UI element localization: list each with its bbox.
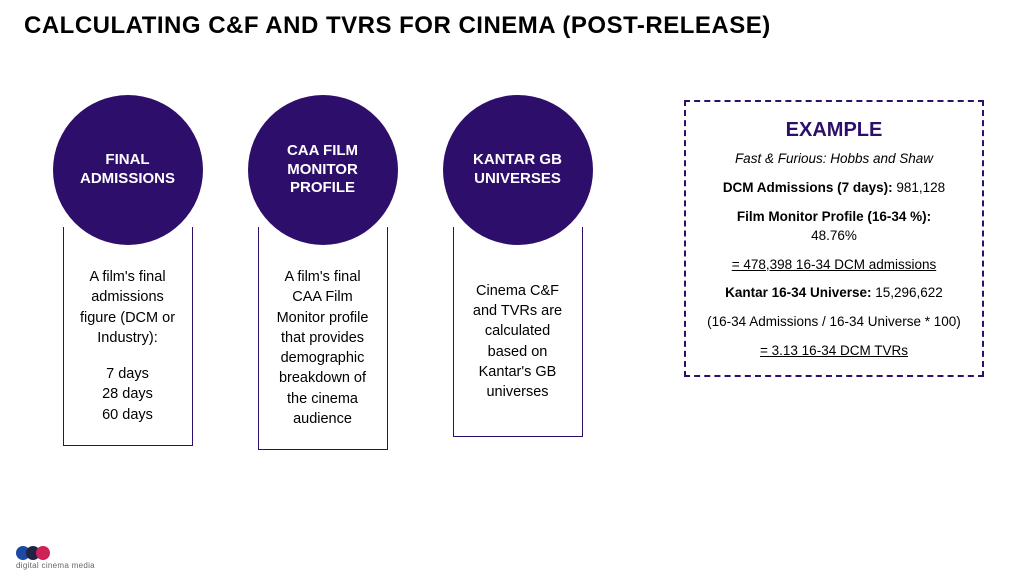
logo-icon	[16, 546, 46, 560]
columns-container: FINAL ADMISSIONS A film's final admissio…	[50, 95, 595, 450]
stem-2-intro: A film's final CAA Film Monitor profile …	[269, 267, 377, 429]
stem-1: A film's final admissions figure (DCM or…	[63, 227, 193, 446]
circle-kantar: KANTAR GB UNIVERSES	[443, 95, 593, 245]
circle-caa-profile: CAA FILM MONITOR PROFILE	[248, 95, 398, 245]
column-1: FINAL ADMISSIONS A film's final admissio…	[50, 95, 205, 450]
column-2: CAA FILM MONITOR PROFILE A film's final …	[245, 95, 400, 450]
page-title: CALCULATING C&F AND TVRS FOR CINEMA (POS…	[24, 12, 771, 40]
stem-3: Cinema C&F and TVRs are calculated based…	[453, 227, 583, 437]
stem-1-line3: 60 days	[74, 405, 182, 425]
example-admissions: DCM Admissions (7 days): 981,128	[698, 179, 970, 198]
column-3: KANTAR GB UNIVERSES Cinema C&F and TVRs …	[440, 95, 595, 450]
example-profile: Film Monitor Profile (16-34 %):48.76%	[698, 208, 970, 246]
circle-final-admissions: FINAL ADMISSIONS	[53, 95, 203, 245]
footer-text: digital cinema media	[16, 561, 95, 570]
logo-dot-3	[36, 546, 50, 560]
example-result1: = 478,398 16-34 DCM admissions	[698, 256, 970, 275]
stem-1-intro: A film's final admissions figure (DCM or…	[74, 267, 182, 348]
stem-1-line2: 28 days	[74, 384, 182, 404]
example-formula: (16-34 Admissions / 16-34 Universe * 100…	[698, 313, 970, 332]
stem-2: A film's final CAA Film Monitor profile …	[258, 227, 388, 450]
example-film: Fast & Furious: Hobbs and Shaw	[698, 150, 970, 169]
example-universe: Kantar 16-34 Universe: 15,296,622	[698, 284, 970, 303]
stem-1-line1: 7 days	[74, 364, 182, 384]
footer: digital cinema media	[16, 546, 95, 570]
example-result2: = 3.13 16-34 DCM TVRs	[698, 342, 970, 361]
example-box: EXAMPLE Fast & Furious: Hobbs and Shaw D…	[684, 100, 984, 377]
stem-3-intro: Cinema C&F and TVRs are calculated based…	[464, 281, 572, 403]
example-heading: EXAMPLE	[698, 116, 970, 144]
